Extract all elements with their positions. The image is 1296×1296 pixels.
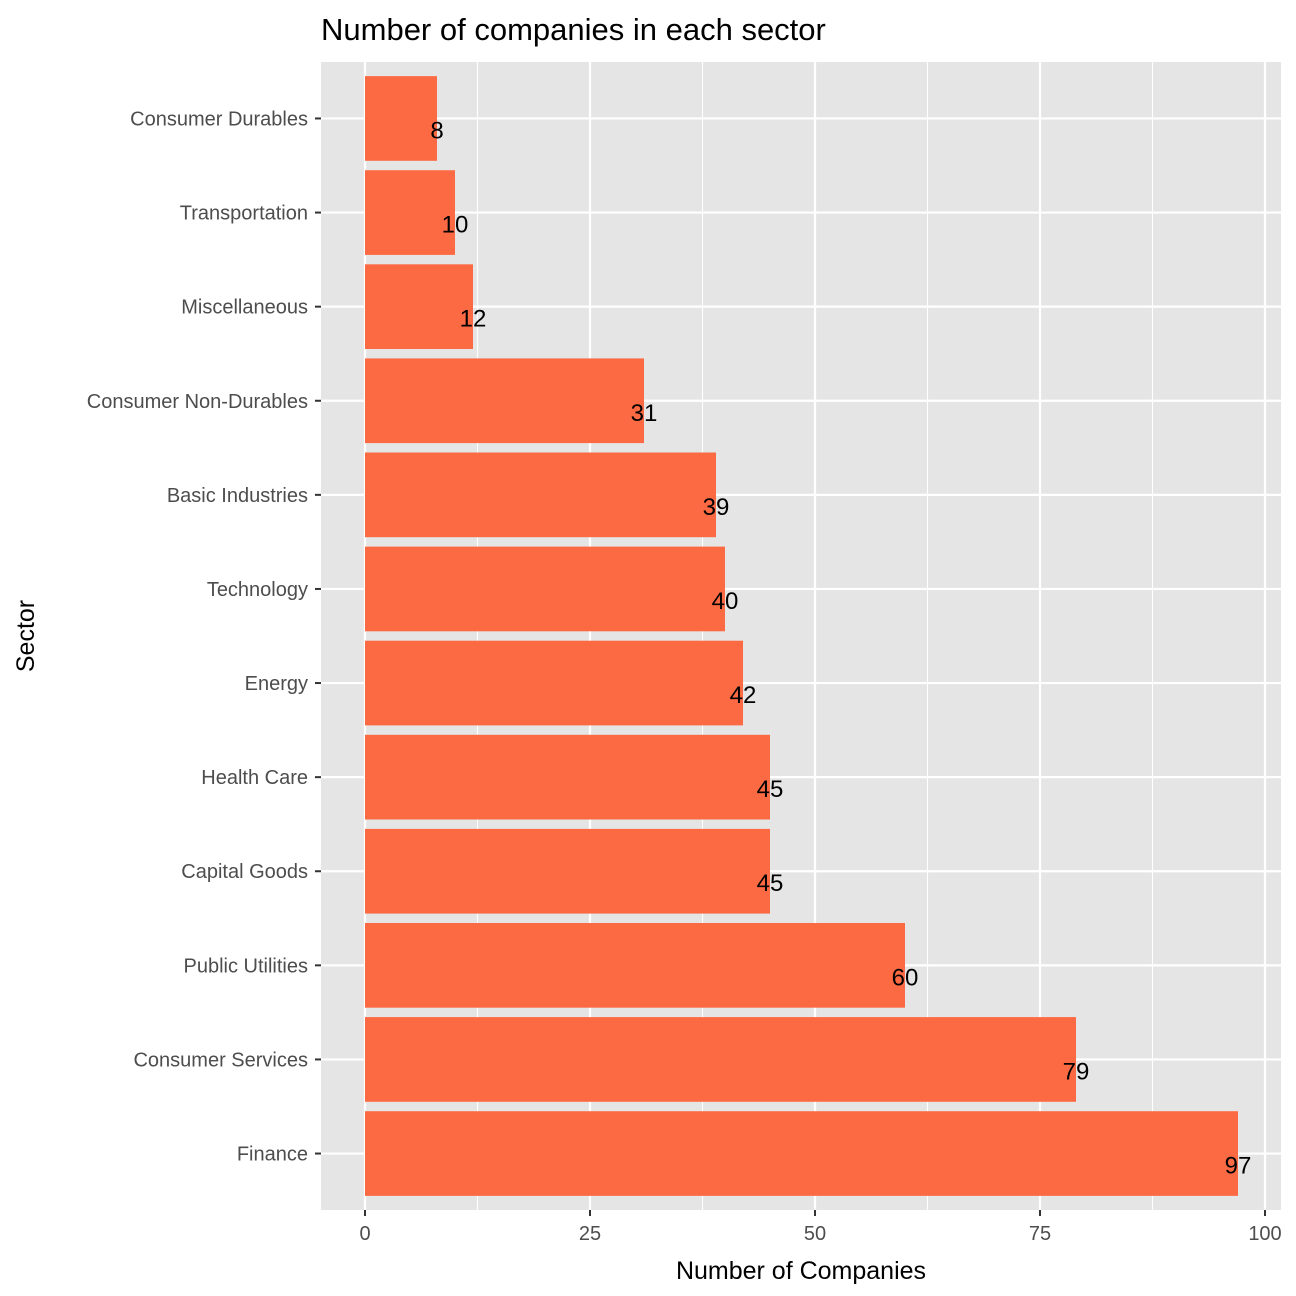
x-axis-title: Number of Companies [676, 1257, 926, 1285]
data-label: 39 [703, 494, 730, 521]
data-labels: 8 10 12 31 39 40 42 45 45 60 79 97 [430, 117, 1251, 1179]
data-label: 60 [892, 964, 919, 991]
data-label: 42 [730, 682, 757, 709]
bar [365, 1017, 1076, 1102]
data-label: 45 [757, 870, 784, 897]
bar [365, 640, 743, 726]
data-label: 10 [442, 212, 469, 239]
data-label: 97 [1225, 1153, 1252, 1180]
chart-title: Number of companies in each sector [321, 12, 826, 47]
bar [365, 358, 644, 444]
y-tick-label: Basic Industries [167, 485, 308, 507]
bar [365, 1111, 1238, 1196]
data-label: 12 [460, 306, 487, 333]
y-axis-title: Sector [12, 600, 40, 672]
data-label: 31 [631, 400, 658, 427]
data-label: 45 [757, 776, 784, 803]
y-tick-label: Consumer Services [133, 1049, 308, 1071]
y-tick-label: Miscellaneous [181, 297, 308, 319]
x-tick-label: 50 [804, 1223, 826, 1245]
bar [365, 76, 437, 161]
bar [365, 264, 473, 349]
x-tick-label: 75 [1029, 1223, 1051, 1245]
bar [365, 170, 455, 255]
x-tick-label: 100 [1248, 1223, 1281, 1245]
x-tick-label: 25 [579, 1223, 601, 1245]
y-tick-label: Finance [237, 1144, 308, 1166]
y-tick-label: Consumer Non-Durables [87, 391, 308, 413]
bar [365, 923, 905, 1008]
y-tick-label: Capital Goods [181, 861, 308, 883]
y-axis: Consumer Durables Transportation Miscellan… [87, 108, 321, 1166]
y-tick-label: Energy [245, 673, 308, 695]
bars [365, 76, 1238, 1196]
data-label: 40 [712, 588, 739, 615]
x-axis: 0 25 50 75 100 [359, 1210, 1282, 1245]
data-label: 79 [1063, 1058, 1090, 1085]
y-tick-label: Public Utilities [184, 955, 308, 977]
y-tick-label: Transportation [180, 203, 308, 225]
data-label: 8 [430, 117, 443, 144]
y-tick-label: Consumer Durables [130, 108, 308, 130]
bar [365, 828, 770, 914]
bar [365, 452, 716, 538]
y-tick-label: Health Care [201, 767, 308, 789]
bar [365, 734, 770, 820]
y-tick-label: Technology [207, 579, 308, 601]
bar [365, 546, 725, 632]
x-tick-label: 0 [359, 1223, 370, 1245]
